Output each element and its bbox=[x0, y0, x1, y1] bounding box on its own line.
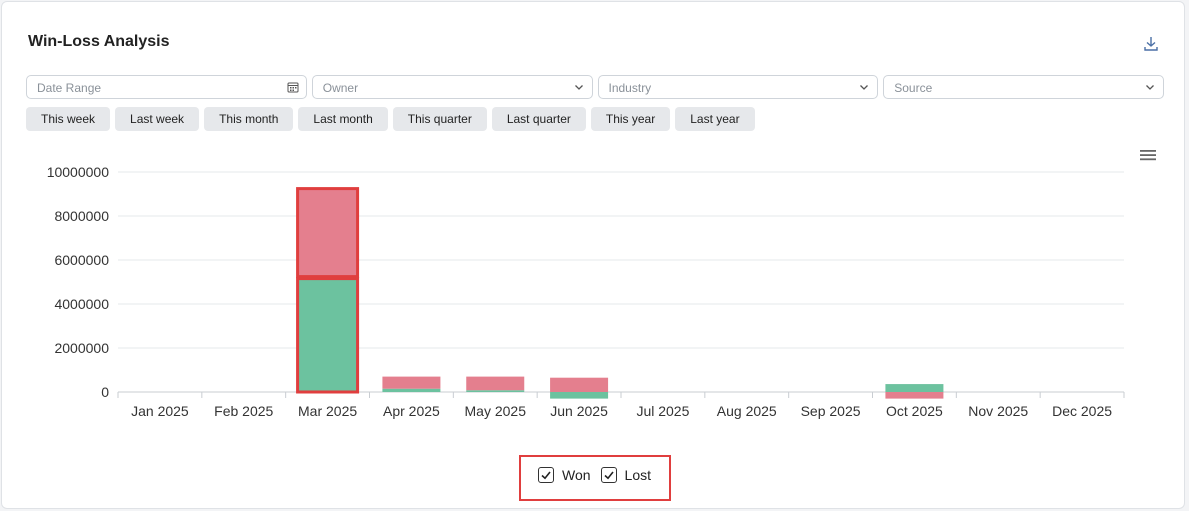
preset-last-month[interactable]: Last month bbox=[298, 107, 388, 131]
industry-placeholder: Industry bbox=[608, 81, 652, 95]
industry-select[interactable]: Industry bbox=[597, 75, 879, 99]
legend-highlight-box bbox=[519, 455, 671, 501]
won-checkbox[interactable] bbox=[538, 467, 554, 483]
y-tick-label: 8000000 bbox=[54, 208, 109, 224]
lost-checkbox[interactable] bbox=[600, 467, 617, 483]
chevron-down-icon bbox=[860, 85, 869, 90]
preset-last-week[interactable]: Last week bbox=[115, 107, 200, 131]
chevron-down-icon bbox=[574, 85, 583, 90]
y-tick-label: 0 bbox=[101, 384, 109, 400]
download-icon[interactable] bbox=[1142, 35, 1160, 53]
y-tick-label: 4000000 bbox=[54, 296, 109, 312]
highlight-won-segment bbox=[296, 277, 360, 394]
x-tick-label: Mar 2025 bbox=[298, 403, 357, 419]
highlight-lost-segment bbox=[296, 187, 360, 279]
date-presets: This week Last week This month Last mont… bbox=[26, 107, 755, 131]
win-loss-chart: 10000000 8000000 6000000 4000000 2000000 0 Jan… bbox=[47, 164, 1125, 419]
preset-this-quarter[interactable]: This quarter bbox=[392, 107, 487, 131]
x-tick-label: Dec 2025 bbox=[1052, 403, 1112, 419]
lost-bar bbox=[298, 189, 357, 278]
preset-this-week[interactable]: This week bbox=[26, 107, 111, 131]
x-tick-label: Nov 2025 bbox=[968, 403, 1028, 419]
check-icon bbox=[604, 471, 614, 480]
won-bar bbox=[298, 277, 357, 392]
x-tick-label: Jan 2025 bbox=[131, 403, 189, 419]
legend-won[interactable]: Won bbox=[538, 467, 591, 483]
x-tick-label: Apr 2025 bbox=[383, 403, 440, 419]
chevron-down-icon bbox=[1146, 85, 1154, 90]
won-bar bbox=[466, 390, 525, 392]
x-tick-label: Aug 2025 bbox=[717, 403, 777, 419]
preset-last-quarter[interactable]: Last quarter bbox=[491, 107, 586, 131]
hamburger-menu-icon[interactable] bbox=[1139, 148, 1157, 162]
y-tick-label: 10000000 bbox=[47, 164, 110, 180]
owner-select[interactable]: Owner bbox=[311, 75, 593, 99]
lost-bar bbox=[466, 376, 525, 391]
x-tick-label: Sep 2025 bbox=[801, 403, 861, 419]
won-bar bbox=[550, 392, 609, 399]
y-tick-label: 6000000 bbox=[54, 252, 109, 268]
preset-this-year[interactable]: This year bbox=[590, 107, 671, 131]
date-range-field[interactable]: Date Range bbox=[26, 75, 307, 99]
date-range-placeholder: Date Range bbox=[37, 81, 102, 95]
lost-bar bbox=[550, 377, 609, 392]
x-tick-label: Feb 2025 bbox=[214, 403, 273, 419]
x-tick-label: Jul 2025 bbox=[636, 403, 689, 419]
lost-bar bbox=[382, 376, 441, 389]
y-tick-label: 2000000 bbox=[54, 340, 109, 356]
legend-won-label: Won bbox=[562, 467, 591, 483]
won-bar bbox=[382, 388, 441, 392]
legend-lost-label: Lost bbox=[624, 467, 652, 483]
chart-legend: Won Lost bbox=[538, 467, 651, 483]
preset-this-month[interactable]: This month bbox=[204, 107, 294, 131]
filter-bar: Date Range Owner Industry Source bbox=[26, 75, 1164, 99]
lost-bar bbox=[885, 392, 944, 399]
legend-lost[interactable]: Lost bbox=[600, 467, 652, 483]
source-placeholder: Source bbox=[894, 81, 933, 95]
chart-title: Win-Loss Analysis bbox=[28, 33, 170, 50]
owner-placeholder: Owner bbox=[322, 81, 359, 95]
preset-last-year[interactable]: Last year bbox=[675, 107, 755, 131]
x-tick-label: May 2025 bbox=[465, 403, 527, 419]
won-bar bbox=[885, 384, 944, 392]
calendar-icon[interactable] bbox=[287, 81, 299, 93]
check-icon bbox=[541, 471, 551, 480]
source-select[interactable]: Source bbox=[883, 75, 1164, 99]
x-tick-label: Oct 2025 bbox=[886, 403, 943, 419]
x-tick-label: Jun 2025 bbox=[550, 403, 608, 419]
